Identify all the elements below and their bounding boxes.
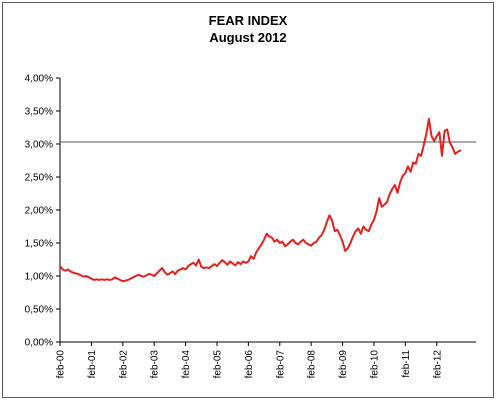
x-tick-label: feb-03	[150, 350, 161, 379]
x-tick-label: feb-04	[181, 350, 192, 379]
x-tick-label: feb-06	[244, 350, 255, 379]
y-tick-label: 4,00%	[25, 74, 53, 85]
y-tick-label: 2,50%	[25, 173, 53, 184]
x-tick-label: feb-08	[307, 350, 318, 379]
x-tick-label: feb-10	[369, 350, 380, 379]
y-axis: 0,00% 0,50% 1,00% 1,50% 2,00% 2,50% 3,00% 3,50%…	[25, 74, 61, 349]
x-tick-label: feb-07	[275, 350, 286, 379]
x-tick-label: feb-11	[401, 350, 412, 378]
chart-title: FEAR INDEX	[209, 13, 288, 28]
x-tick-label: feb-09	[338, 350, 349, 379]
x-tick-label: feb-05	[212, 350, 223, 379]
fear-index-line	[59, 117, 462, 283]
y-tick-label: 3,00%	[25, 140, 53, 151]
chart-subtitle: August 2012	[209, 30, 286, 45]
series-group	[59, 117, 462, 283]
y-tick-label: 2,00%	[25, 206, 53, 217]
y-tick-label: 0,50%	[25, 305, 53, 316]
x-tick-label: feb-01	[87, 350, 98, 379]
y-tick-label: 1,00%	[25, 272, 53, 283]
chart-frame: FEAR INDEX August 2012 0,00% 0,50% 1,00% 1,…	[2, 2, 494, 398]
x-tick-label: feb-02	[118, 350, 129, 379]
x-tick-label: feb-12	[432, 350, 443, 379]
fear-index-chart: FEAR INDEX August 2012 0,00% 0,50% 1,00% 1,…	[25, 13, 476, 379]
x-axis: feb-00 feb-01 feb-02 feb-03 feb-04 feb-05 feb-…	[56, 341, 476, 379]
x-tick-label: feb-00	[56, 350, 67, 379]
y-tick-label: 0,00%	[25, 338, 53, 349]
y-tick-label: 3,50%	[25, 107, 53, 118]
y-tick-label: 1,50%	[25, 239, 53, 250]
